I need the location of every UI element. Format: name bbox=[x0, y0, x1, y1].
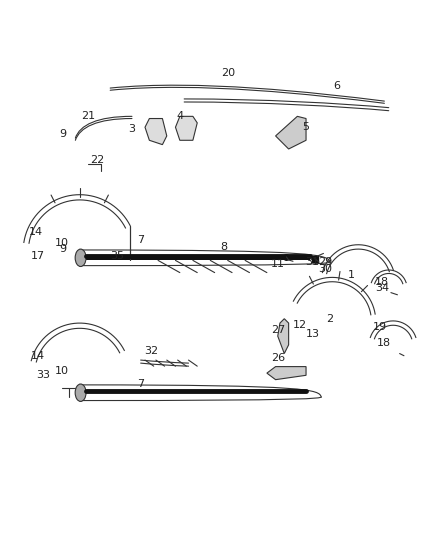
Polygon shape bbox=[176, 116, 197, 140]
Text: 10: 10 bbox=[55, 366, 69, 376]
Text: 3: 3 bbox=[128, 124, 135, 134]
Polygon shape bbox=[145, 118, 167, 144]
Text: 9: 9 bbox=[59, 129, 66, 139]
Text: 27: 27 bbox=[271, 325, 285, 335]
Text: 10: 10 bbox=[55, 238, 69, 247]
Text: 2: 2 bbox=[326, 314, 334, 324]
Text: 22: 22 bbox=[90, 155, 104, 165]
Text: 26: 26 bbox=[271, 353, 285, 363]
Text: 12: 12 bbox=[293, 320, 307, 330]
Text: 21: 21 bbox=[81, 111, 95, 122]
Text: 17: 17 bbox=[32, 251, 46, 261]
Text: 19: 19 bbox=[373, 322, 387, 333]
Text: 33: 33 bbox=[36, 370, 50, 381]
Text: 9: 9 bbox=[59, 244, 66, 254]
Text: 6: 6 bbox=[333, 81, 340, 91]
Bar bbox=[86, 256, 311, 260]
Text: 29: 29 bbox=[318, 257, 333, 267]
Text: 20: 20 bbox=[221, 68, 235, 78]
Text: 11: 11 bbox=[271, 260, 285, 269]
Text: 32: 32 bbox=[145, 346, 159, 357]
Text: 8: 8 bbox=[220, 242, 227, 252]
Text: 30: 30 bbox=[318, 264, 332, 273]
Text: 7: 7 bbox=[137, 236, 144, 245]
Polygon shape bbox=[278, 319, 289, 353]
Polygon shape bbox=[276, 116, 306, 149]
Text: 18: 18 bbox=[377, 338, 392, 348]
Polygon shape bbox=[267, 367, 306, 379]
Text: 14: 14 bbox=[32, 351, 46, 361]
Text: 35: 35 bbox=[110, 251, 124, 261]
Ellipse shape bbox=[75, 249, 86, 266]
Text: 34: 34 bbox=[375, 283, 389, 293]
Text: 13: 13 bbox=[306, 329, 320, 339]
Ellipse shape bbox=[75, 384, 86, 401]
Text: 5: 5 bbox=[303, 122, 310, 132]
Text: 1: 1 bbox=[348, 270, 355, 280]
Text: 4: 4 bbox=[176, 111, 184, 122]
Text: 14: 14 bbox=[29, 227, 43, 237]
Text: 7: 7 bbox=[137, 379, 144, 389]
Text: 18: 18 bbox=[375, 277, 389, 287]
Text: 31: 31 bbox=[306, 257, 320, 267]
